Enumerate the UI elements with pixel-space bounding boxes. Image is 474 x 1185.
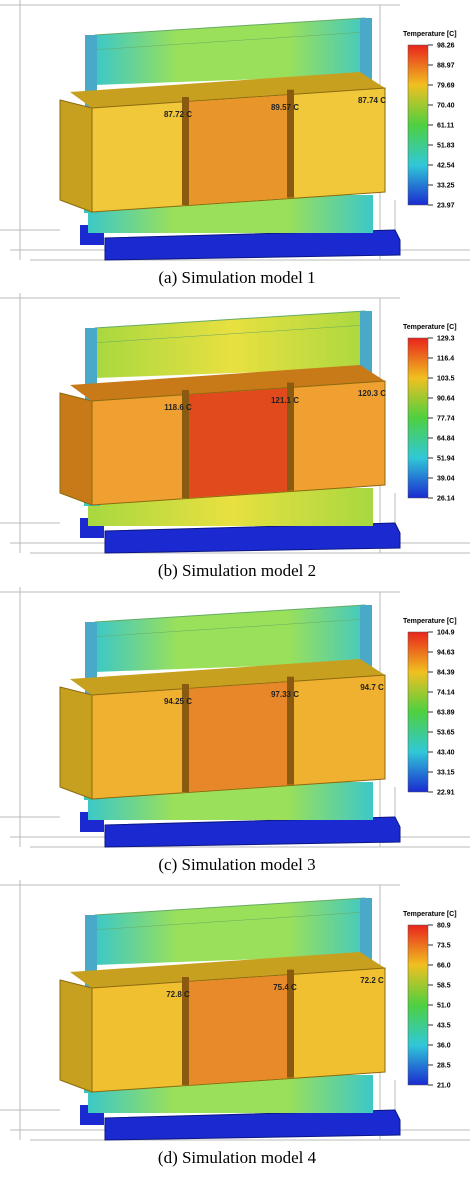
legend-tick-label: 51.94 — [437, 456, 455, 463]
legend-tick-label: 90.64 — [437, 396, 455, 403]
legend-tick-label: 64.84 — [437, 436, 455, 443]
legend-tick-label: 84.39 — [437, 670, 455, 677]
point-label: 94.7 C — [360, 683, 384, 692]
legend-tick-label: 79.69 — [437, 83, 455, 90]
legend-tick-label: 21.0 — [437, 1083, 451, 1090]
legend-title: Temperature [C] — [403, 911, 457, 918]
legend-tick-label: 28.5 — [437, 1063, 451, 1070]
coil-side — [60, 393, 92, 505]
legend-tick-label: 53.65 — [437, 730, 455, 737]
caption: (a) Simulation model 1 — [158, 268, 315, 287]
caption: (c) Simulation model 3 — [158, 855, 315, 874]
legend-tick-label: 23.97 — [437, 203, 455, 210]
legend-tick-label: 33.25 — [437, 183, 455, 190]
legend-tick-label: 74.14 — [437, 690, 455, 697]
caption: (d) Simulation model 4 — [158, 1148, 317, 1167]
point-label: 75.4 C — [273, 983, 297, 992]
point-label: 89.57 C — [271, 103, 299, 112]
legend-tick-label: 129.3 — [437, 336, 455, 343]
legend-tick-label: 51.0 — [437, 1003, 451, 1010]
point-label: 97.33 C — [271, 690, 299, 699]
legend-tick-label: 73.5 — [437, 943, 451, 950]
legend-bar — [408, 925, 428, 1085]
legend-tick-label: 61.11 — [437, 123, 454, 130]
base-bar — [105, 230, 400, 260]
legend-tick-label: 63.89 — [437, 710, 455, 717]
legend-tick-label: 43.5 — [437, 1023, 451, 1030]
legend-tick-label: 26.14 — [437, 496, 455, 503]
coil-side — [60, 980, 92, 1092]
caption: (b) Simulation model 2 — [158, 561, 316, 580]
point-label: 94.25 C — [164, 697, 192, 706]
legend-tick-label: 80.9 — [437, 923, 451, 930]
point-label: 121.1 C — [271, 396, 299, 405]
legend-tick-label: 70.40 — [437, 103, 455, 110]
point-label: 72.8 C — [166, 990, 190, 999]
base-bar — [105, 1110, 400, 1140]
legend-tick-label: 58.5 — [437, 983, 451, 990]
point-label: 120.3 C — [358, 389, 386, 398]
coil-side — [60, 687, 92, 799]
coil-side — [60, 100, 92, 212]
simulation-panel: Temperature [C] 104.9 94.63 84.39 74.14 63.89… — [0, 587, 470, 874]
legend-tick-label: 36.0 — [437, 1043, 451, 1050]
point-label: 118.6 C — [164, 403, 192, 412]
base-bar — [105, 817, 400, 847]
legend-tick-label: 51.83 — [437, 143, 455, 150]
legend-tick-label: 104.9 — [437, 630, 455, 637]
legend-tick-label: 98.26 — [437, 43, 455, 50]
legend-title: Temperature [C] — [403, 618, 457, 625]
legend-tick-label: 33.15 — [437, 770, 455, 777]
simulation-panel: Temperature [C] 80.9 73.5 66.0 58.5 51.0 43.5 3… — [0, 880, 470, 1167]
legend-tick-label: 77.74 — [437, 416, 455, 423]
figure: Temperature [C] 98.26 88.97 79.69 70.40 61.11… — [0, 0, 474, 1185]
legend-bar — [408, 338, 428, 498]
simulation-panel: Temperature [C] 129.3 116.4 103.5 90.64 77.74… — [0, 293, 470, 580]
legend-bar — [408, 45, 428, 205]
legend-tick-label: 116.4 — [437, 356, 454, 363]
base-bar — [105, 523, 400, 553]
legend-title: Temperature [C] — [403, 31, 457, 38]
point-label: 87.72 C — [164, 110, 192, 119]
legend-tick-label: 42.54 — [437, 163, 455, 170]
legend-tick-label: 88.97 — [437, 63, 455, 70]
simulation-panel: Temperature [C] 98.26 88.97 79.69 70.40 61.11… — [0, 0, 470, 287]
legend-title: Temperature [C] — [403, 324, 457, 331]
legend-tick-label: 66.0 — [437, 963, 451, 970]
legend-tick-label: 39.04 — [437, 476, 455, 483]
legend-tick-label: 22.91 — [437, 790, 455, 797]
legend-tick-label: 103.5 — [437, 376, 455, 383]
point-label: 87.74 C — [358, 96, 386, 105]
point-label: 72.2 C — [360, 976, 384, 985]
legend-bar — [408, 632, 428, 792]
legend-tick-label: 43.40 — [437, 750, 455, 757]
legend-tick-label: 94.63 — [437, 650, 455, 657]
